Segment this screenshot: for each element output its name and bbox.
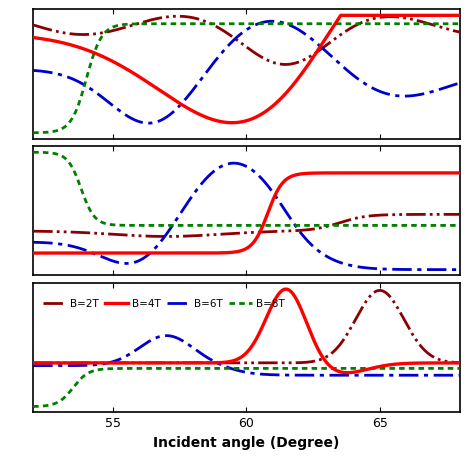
X-axis label: Incident angle (Degree): Incident angle (Degree) xyxy=(153,436,340,450)
Legend: B=2T, B=4T, B=6T, B=8T: B=2T, B=4T, B=6T, B=8T xyxy=(38,295,289,313)
